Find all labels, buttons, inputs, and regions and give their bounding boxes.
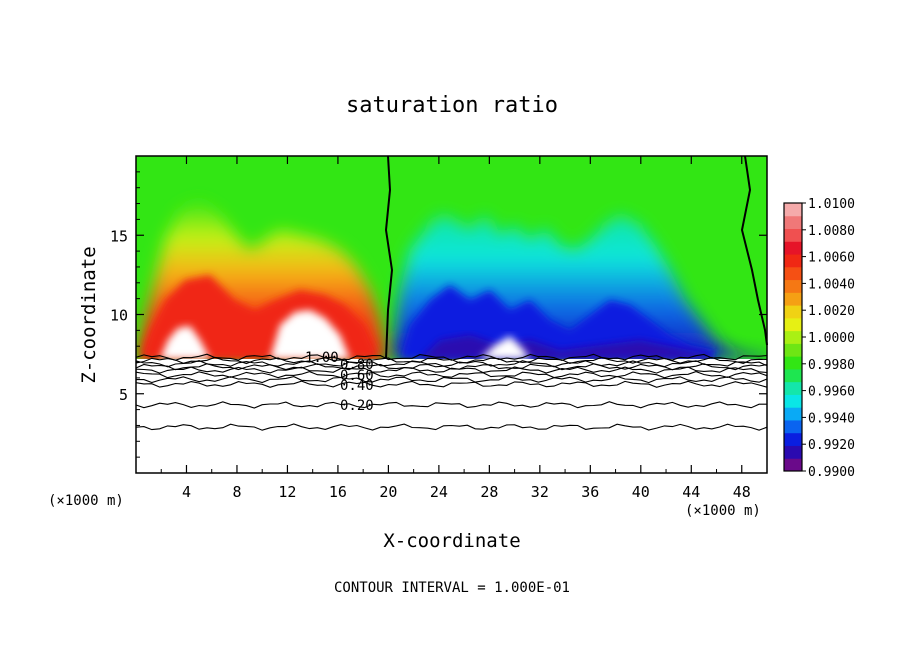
colorbar-swatch bbox=[784, 241, 802, 255]
colorbar-label: 0.9940 bbox=[808, 411, 855, 426]
contour-label-0-20: 0.20 bbox=[340, 398, 374, 414]
x-tick-label: 40 bbox=[632, 483, 650, 501]
contour-line bbox=[135, 423, 768, 431]
colorbar-swatch bbox=[784, 279, 802, 293]
contour-line bbox=[136, 375, 768, 384]
terrain-gaps bbox=[160, 310, 530, 359]
colorbar-swatch bbox=[784, 343, 802, 357]
colorbar-swatch bbox=[784, 330, 802, 344]
colorbar-swatch bbox=[784, 356, 802, 370]
x-tick-label: 48 bbox=[733, 483, 751, 501]
colorbar-swatch bbox=[784, 432, 802, 446]
contour-line bbox=[135, 401, 767, 409]
colorbar-swatch bbox=[784, 381, 802, 395]
x-axis-unit-left: (×1000 m) bbox=[48, 493, 124, 509]
colorbar-swatch bbox=[784, 266, 802, 281]
colorbar-swatch bbox=[784, 305, 802, 319]
field-fill bbox=[136, 156, 767, 359]
x-tick-label: 28 bbox=[480, 483, 498, 501]
x-tick-label: 12 bbox=[278, 483, 296, 501]
colorbar-swatch bbox=[784, 203, 802, 217]
y-tick-label: 10 bbox=[110, 307, 128, 325]
colorbar-label: 1.0040 bbox=[808, 277, 855, 292]
contour-lines bbox=[135, 353, 768, 431]
contour-line bbox=[135, 356, 768, 365]
colorbar-label: 1.0000 bbox=[808, 331, 855, 346]
colorbar-label: 1.0020 bbox=[808, 304, 855, 319]
x-axis-ticks: 4 8 12 16 20 24 28 32 36 40 44 48 bbox=[160, 156, 751, 501]
colorbar-label: 0.9900 bbox=[808, 465, 855, 480]
chart-title: saturation ratio bbox=[346, 93, 558, 118]
contour-label-0-40: 0.40 bbox=[340, 378, 374, 394]
colorbar-swatch bbox=[784, 445, 802, 459]
contour-label-1-00: 1.00 bbox=[305, 350, 339, 366]
colorbar-label: 0.9960 bbox=[808, 385, 855, 400]
x-axis-unit-right: (×1000 m) bbox=[685, 503, 761, 519]
x-tick-label: 20 bbox=[379, 483, 397, 501]
contour-line bbox=[135, 371, 768, 379]
colorbar-swatch bbox=[784, 317, 802, 332]
subsaturated-region bbox=[388, 215, 767, 359]
colorbar-swatch bbox=[784, 228, 802, 242]
colorbar-swatch bbox=[784, 254, 802, 268]
y-tick-label: 5 bbox=[119, 386, 128, 404]
colorbar-label: 1.0080 bbox=[808, 224, 855, 239]
contour-line bbox=[135, 353, 768, 361]
x-tick-label: 24 bbox=[430, 483, 448, 501]
contour-1-00-vertical-left bbox=[384, 155, 394, 360]
colorbar-label: 0.9920 bbox=[808, 438, 855, 453]
colorbar-swatch bbox=[784, 292, 802, 306]
y-axis-ticks: 5 10 15 bbox=[110, 171, 767, 458]
x-tick-label: 8 bbox=[232, 483, 241, 501]
colorbar-swatch bbox=[784, 215, 802, 230]
colorbar-swatch bbox=[784, 458, 802, 472]
colorbar-label: 1.0060 bbox=[808, 251, 855, 266]
contour-labels: 1.00 0.80 0.60 0.40 0.20 bbox=[305, 350, 374, 414]
contour-label-0-60: 0.60 bbox=[340, 368, 374, 384]
y-axis-label: Z-coordinate bbox=[78, 246, 100, 383]
colorbar-swatch bbox=[784, 407, 802, 421]
x-tick-label: 32 bbox=[531, 483, 549, 501]
colorbar-labels: 1.0100 1.0080 1.0060 1.0040 1.0020 1.0000 0.99… bbox=[802, 197, 855, 480]
x-tick-label: 36 bbox=[581, 483, 599, 501]
colorbar-swatch bbox=[784, 368, 802, 383]
x-tick-label: 16 bbox=[329, 483, 347, 501]
contour-label-0-80: 0.80 bbox=[340, 357, 374, 373]
x-tick-label: 4 bbox=[182, 483, 191, 501]
lower-region bbox=[136, 359, 767, 473]
colorbar-label: 0.9980 bbox=[808, 358, 855, 373]
x-axis-label: X-coordinate bbox=[383, 530, 520, 552]
colorbar-swatch bbox=[784, 394, 802, 408]
colorbar-swatch bbox=[784, 419, 802, 434]
colorbar-label: 1.0100 bbox=[808, 197, 855, 212]
y-tick-label: 15 bbox=[110, 227, 128, 245]
contour-1-00-vertical-right bbox=[740, 155, 768, 346]
contour-line bbox=[135, 380, 768, 388]
x-tick-label: 44 bbox=[682, 483, 700, 501]
contour-interval-note: CONTOUR INTERVAL = 1.000E-01 bbox=[334, 580, 570, 596]
colorbar bbox=[783, 202, 803, 472]
contour-line bbox=[135, 363, 768, 371]
